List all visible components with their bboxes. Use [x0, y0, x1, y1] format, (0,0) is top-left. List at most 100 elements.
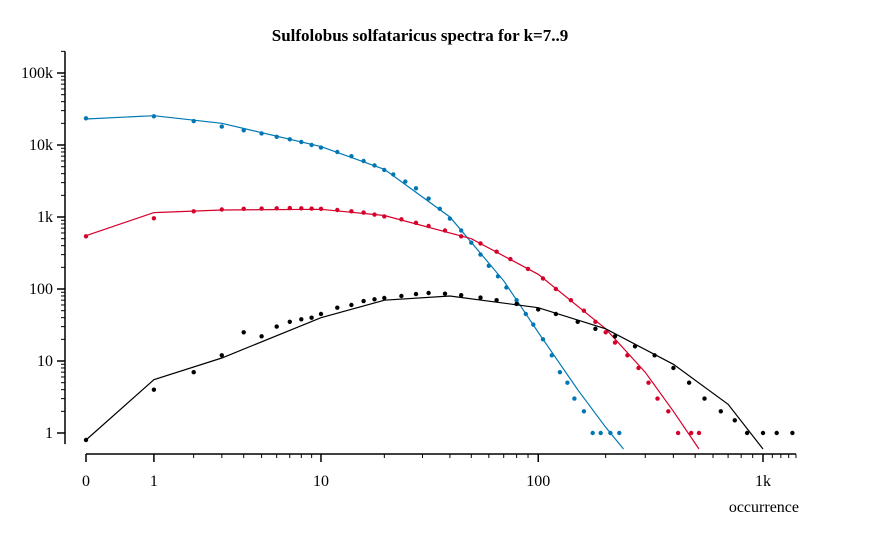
data-point-series-3	[241, 330, 246, 335]
data-point-series-3	[593, 326, 598, 331]
data-point-series-2	[646, 380, 651, 385]
data-point-series-1	[495, 274, 501, 279]
data-point-series-2	[666, 409, 671, 414]
y-tick-label: 1k	[37, 209, 53, 226]
data-point-series-3	[442, 291, 448, 296]
data-point-series-3	[318, 311, 324, 317]
data-point-series-2	[318, 206, 324, 211]
data-point-series-3	[744, 430, 750, 436]
data-point-series-1	[447, 216, 453, 221]
data-point-series-3	[287, 319, 292, 324]
data-point-series-3	[774, 430, 779, 436]
x-tick-label: 100	[526, 473, 550, 490]
data-point-series-3	[612, 334, 618, 339]
data-point-series-2	[426, 223, 431, 229]
data-point-series-1	[259, 131, 264, 136]
data-point-series-3	[151, 387, 157, 392]
data-point-series-2	[689, 430, 694, 436]
data-point-series-3	[219, 353, 224, 358]
data-point-series-1	[608, 430, 613, 436]
data-point-series-1	[403, 179, 408, 184]
data-point-series-2	[372, 212, 377, 217]
data-point-series-2	[508, 256, 513, 262]
data-point-series-2	[478, 241, 483, 246]
data-point-series-2	[494, 249, 499, 254]
y-tick-label: 100k	[21, 65, 53, 82]
data-point-series-3	[553, 311, 559, 317]
data-point-series-3	[299, 317, 304, 322]
data-point-series-1	[299, 139, 304, 145]
data-point-series-1	[413, 186, 419, 191]
data-point-series-1	[382, 167, 387, 173]
data-point-series-3	[309, 315, 314, 320]
x-tick-label: 1	[150, 473, 158, 490]
data-point-series-1	[241, 128, 246, 133]
data-point-series-1	[514, 298, 519, 303]
data-point-series-3	[478, 295, 483, 300]
data-point-series-2	[636, 365, 641, 371]
x-tick-label: 0	[82, 473, 90, 490]
data-point-series-2	[83, 234, 89, 239]
data-point-series-2	[349, 209, 354, 214]
data-point-series-3	[732, 418, 737, 423]
data-point-series-2	[399, 217, 404, 222]
data-point-series-1	[219, 124, 224, 129]
chart-title: Sulfolobus solfataricus spectra for k=7.…	[272, 26, 569, 45]
data-point-series-3	[191, 370, 196, 375]
data-point-series-2	[696, 430, 702, 436]
x-tick-label: 1k	[755, 473, 771, 490]
data-point-series-3	[686, 380, 692, 385]
data-point-series-2	[241, 206, 246, 211]
data-point-series-2	[442, 228, 448, 233]
data-point-series-1	[349, 154, 354, 159]
data-point-series-2	[553, 286, 559, 292]
data-point-series-3	[652, 353, 657, 358]
data-point-series-1	[581, 409, 587, 414]
data-point-series-1	[486, 263, 491, 268]
data-point-series-1	[335, 149, 340, 155]
data-point-series-3	[702, 396, 707, 401]
data-points	[83, 114, 795, 443]
data-point-series-2	[675, 430, 681, 436]
data-point-series-1	[469, 240, 474, 245]
data-point-series-3	[413, 291, 419, 297]
data-point-series-1	[523, 311, 528, 317]
data-point-series-1	[83, 116, 89, 121]
data-point-series-2	[603, 330, 608, 335]
data-point-series-1	[598, 430, 603, 436]
data-point-series-2	[612, 340, 618, 345]
data-point-series-1	[565, 380, 570, 385]
data-point-series-1	[318, 145, 324, 150]
data-point-series-2	[309, 206, 314, 211]
data-point-series-1	[191, 118, 196, 124]
data-point-series-1	[504, 285, 509, 290]
data-point-series-1	[557, 370, 563, 375]
data-point-series-3	[274, 324, 279, 329]
data-point-series-3	[671, 365, 676, 371]
data-point-series-3	[632, 344, 638, 349]
data-point-series-3	[361, 298, 366, 304]
data-point-series-1	[287, 137, 292, 142]
x-tick-label: 10	[313, 473, 329, 490]
data-point-series-1	[478, 252, 483, 257]
data-point-series-2	[335, 207, 340, 213]
data-point-series-2	[287, 205, 292, 211]
data-point-series-2	[568, 298, 574, 303]
data-point-series-3	[494, 298, 499, 303]
data-point-series-2	[219, 207, 224, 212]
data-point-series-3	[349, 302, 354, 308]
data-point-series-2	[299, 206, 304, 211]
fit-line-3	[85, 295, 764, 450]
data-point-series-1	[309, 142, 314, 148]
data-point-series-2	[274, 206, 279, 211]
data-point-series-2	[361, 210, 366, 215]
data-point-series-3	[718, 409, 723, 414]
data-point-series-3	[575, 319, 580, 324]
data-point-series-3	[372, 297, 377, 302]
data-point-series-3	[426, 290, 431, 296]
data-point-series-3	[259, 334, 264, 339]
data-point-series-2	[625, 353, 630, 358]
x-axis-label: occurrence	[729, 499, 799, 516]
data-point-series-2	[382, 214, 387, 219]
